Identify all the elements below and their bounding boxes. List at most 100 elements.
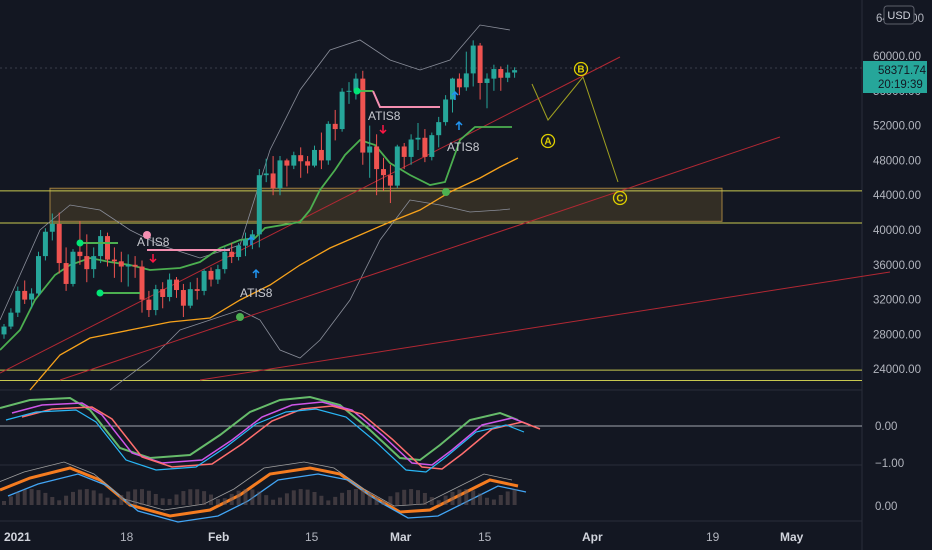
histogram-bar	[374, 496, 379, 505]
histogram-bar	[50, 496, 55, 505]
candle-body	[22, 290, 28, 300]
histogram-bar	[360, 489, 365, 505]
x-tick-label: 15	[478, 530, 492, 544]
candle-body	[512, 70, 518, 73]
signal-arrow	[451, 90, 459, 96]
histogram-bar	[443, 495, 448, 505]
currency-label: USD	[887, 10, 910, 22]
candle-body	[346, 90, 352, 92]
trend-lines	[0, 56, 891, 381]
y-tick-label: 44000.00	[873, 190, 921, 202]
candle-body	[367, 146, 373, 153]
candle-body	[201, 270, 207, 291]
candle-body	[325, 123, 331, 161]
bollinger-bands	[0, 24, 511, 391]
last-price-badge	[863, 61, 927, 93]
histogram-bar	[409, 489, 414, 505]
histogram-bar	[464, 489, 469, 505]
atis-stop	[372, 90, 440, 108]
histogram-bar	[181, 491, 186, 505]
candle-body	[84, 256, 90, 270]
y-tick-label: 52000.00	[873, 121, 921, 133]
candle-body	[215, 269, 221, 280]
y-tick-label: 48000.00	[873, 155, 921, 167]
trend-line	[59, 136, 781, 381]
histogram-bar	[222, 498, 227, 505]
y-tick-label: 32000.00	[873, 295, 921, 307]
candle-body	[291, 155, 297, 166]
wave-circle	[540, 133, 556, 149]
histogram-bar	[402, 489, 407, 505]
candle-body	[456, 78, 462, 88]
histogram-bar	[43, 492, 48, 505]
histogram-bar	[98, 493, 103, 505]
candle-body	[332, 123, 338, 130]
histogram-bar	[257, 491, 262, 505]
histogram-bar	[160, 498, 165, 505]
atis-label: ATIS8	[240, 286, 273, 300]
signal-arrow	[252, 268, 260, 274]
candle-body	[450, 78, 455, 100]
histogram-bar	[22, 489, 27, 505]
wave-projection: B A C	[531, 61, 628, 206]
candle-body	[277, 160, 283, 189]
candle-body	[339, 91, 345, 130]
histogram-bar	[388, 496, 393, 505]
histogram-bar	[236, 490, 241, 505]
histogram-bar	[353, 489, 358, 505]
osc1-tick: 0.00	[875, 421, 897, 433]
candle-body	[56, 223, 62, 264]
candle-body	[222, 251, 228, 270]
x-tick-label: May	[780, 530, 804, 544]
bollinger-band	[0, 24, 511, 321]
histogram-bar	[243, 489, 248, 505]
support-zones	[0, 187, 862, 382]
atis-dot	[353, 87, 361, 95]
candle-body	[470, 45, 476, 74]
candle-body	[484, 78, 490, 83]
candle-body	[436, 122, 442, 136]
x-tick-label: Apr	[582, 530, 603, 544]
currency-badge	[883, 5, 915, 25]
candle-body	[125, 264, 131, 267]
histogram-bar	[319, 495, 324, 505]
histogram-bar	[133, 489, 138, 505]
trend-line	[0, 56, 621, 374]
signal-arrow	[247, 235, 255, 241]
histogram-bar	[209, 494, 213, 505]
candle-body	[1, 326, 7, 335]
candle-body	[8, 312, 14, 327]
wave-circle	[573, 61, 589, 77]
candle-body	[180, 290, 186, 306]
histogram-bar	[395, 492, 400, 505]
histogram-bar	[340, 492, 345, 505]
histogram-bar	[188, 489, 193, 505]
histogram-bar	[15, 492, 20, 505]
histogram-bar	[2, 501, 6, 505]
oscillator-pane-1	[0, 395, 862, 473]
candle-body	[98, 236, 104, 257]
x-tick-label: 18	[120, 530, 134, 544]
histogram-bar	[71, 491, 75, 505]
osc-line	[0, 461, 513, 511]
candle-body	[70, 251, 76, 284]
candle-body	[312, 149, 317, 166]
candle-body	[249, 234, 255, 240]
candle-body	[491, 69, 497, 79]
candle-body	[36, 256, 41, 294]
histogram-bar	[8, 496, 13, 505]
histogram-bar	[119, 495, 124, 505]
signal-arrow	[149, 258, 157, 264]
oscillator-pane-2	[0, 461, 527, 523]
candle-body	[160, 289, 166, 297]
atis-indicator: ATIS8 ATIS8 ATIS8 ATIS8	[76, 87, 480, 321]
candle-body	[422, 137, 428, 157]
y-tick-label: 60000.00	[873, 51, 921, 63]
histogram-bar	[422, 492, 427, 505]
atis-dot	[442, 188, 450, 196]
osc1-tick: −1.00	[875, 458, 904, 470]
histogram-bar	[326, 500, 331, 505]
candle-body	[443, 99, 449, 123]
candle-body	[505, 72, 511, 78]
